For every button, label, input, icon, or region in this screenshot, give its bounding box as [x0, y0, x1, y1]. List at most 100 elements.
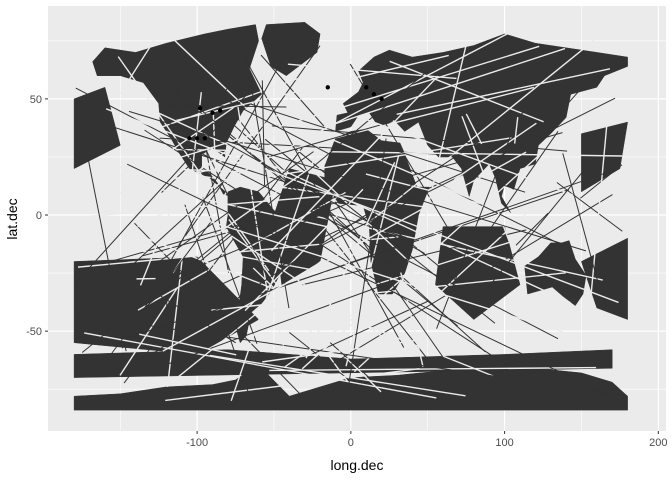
polygon-greenland: [261, 22, 321, 77]
polygon-north-america: [92, 24, 263, 197]
artefact-line: [301, 102, 599, 370]
y-tick-label: -50: [26, 326, 42, 338]
artefact-line: [465, 113, 483, 145]
artefact-line: [347, 138, 387, 390]
artefact-line: [126, 163, 617, 400]
artefact-line: [246, 57, 290, 309]
data-point: [187, 136, 192, 141]
artefact-line: [176, 210, 584, 340]
artefact-line: [175, 88, 237, 140]
artefact-line: [159, 148, 623, 157]
artefact-line: [269, 366, 597, 372]
artefact-line: [163, 278, 401, 367]
artefact-line: [77, 236, 399, 268]
artefact-line: [290, 121, 508, 215]
artefact-line: [154, 62, 352, 167]
data-point: [364, 85, 369, 90]
artefact-line: [162, 151, 527, 352]
artefact-line: [291, 145, 483, 303]
artefact-line: [214, 224, 413, 358]
artefact-line: [84, 332, 437, 399]
artefact-line: [201, 128, 230, 273]
artefact-line: [171, 39, 595, 383]
y-tick-label: 50: [30, 94, 42, 106]
artefact-line: [334, 201, 450, 366]
artefact-line: [389, 60, 544, 123]
artefact-line: [549, 56, 611, 124]
x-axis-title: long.dec: [331, 457, 384, 473]
artefact-line: [228, 218, 349, 382]
artefact-line: [107, 124, 327, 196]
artefact-line: [165, 298, 168, 346]
artefact-line: [119, 39, 156, 95]
artefact-line: [90, 195, 320, 217]
artefact-line: [513, 117, 519, 144]
artefact-line: [270, 75, 439, 252]
artefact-line: [272, 307, 285, 346]
artefact-line: [272, 300, 429, 373]
data-point: [210, 110, 215, 116]
artefact-line: [161, 150, 205, 193]
artefact-line: [400, 272, 424, 367]
artefact-line: [515, 212, 549, 246]
artefact-line: [289, 332, 360, 389]
artefact-line: [139, 333, 237, 356]
x-tick-label: 100: [495, 437, 513, 449]
y-axis-title: lat.dec: [4, 198, 20, 239]
artefact-line: [137, 31, 511, 228]
data-point: [379, 96, 384, 102]
artefact-line: [202, 63, 244, 127]
artefact-line: [264, 138, 496, 324]
artefact-line: [287, 63, 457, 80]
artefact-line: [353, 181, 562, 373]
artefact-line: [168, 104, 287, 108]
artefact-line: [588, 103, 610, 316]
artefact-line: [166, 92, 203, 387]
artefact-line: [396, 68, 611, 116]
artefact-line: [478, 163, 590, 299]
artefact-line: [81, 212, 255, 353]
artefact-line: [270, 120, 393, 157]
artefact-line: [284, 311, 363, 368]
y-axis: -50 0 50: [26, 94, 48, 338]
artefact-line: [133, 78, 330, 217]
artefact-line: [144, 129, 546, 391]
artefact-line: [119, 287, 178, 376]
artefact-line: [261, 80, 266, 186]
artefact-line: [359, 116, 574, 196]
artefact-line: [214, 168, 309, 237]
artefact-line: [105, 108, 619, 304]
artefact-line: [86, 316, 627, 397]
artefact-line: [305, 162, 396, 359]
artefact-line: [128, 110, 587, 252]
artefact-line: [472, 130, 559, 254]
data-point: [194, 136, 200, 141]
artefact-line: [262, 334, 455, 363]
data-point: [217, 108, 223, 113]
artefact-line: [140, 66, 367, 245]
data-point: [371, 92, 377, 97]
artefact-line: [461, 115, 510, 242]
x-tick-label: -100: [186, 437, 208, 449]
artefact-line: [139, 170, 188, 286]
artefact-line: [105, 202, 350, 306]
artefact-line: [453, 122, 537, 181]
artefact-line: [110, 221, 212, 355]
artefact-line: [75, 87, 559, 340]
artefact-line: [151, 290, 236, 344]
data-point: [325, 85, 330, 90]
artefact-line: [127, 58, 442, 323]
artefact-line: [76, 169, 344, 232]
data-points: [187, 85, 384, 141]
x-tick-label: 0: [348, 437, 354, 449]
artefact-line: [268, 97, 616, 273]
artefact-line: [302, 229, 527, 286]
data-point: [197, 105, 203, 111]
artefact-line: [148, 100, 543, 357]
artefact-line: [365, 173, 486, 206]
artefact-line: [345, 155, 400, 367]
artefact-line: [260, 54, 325, 127]
artefact-line: [165, 368, 420, 402]
artefact-line: [226, 137, 512, 184]
